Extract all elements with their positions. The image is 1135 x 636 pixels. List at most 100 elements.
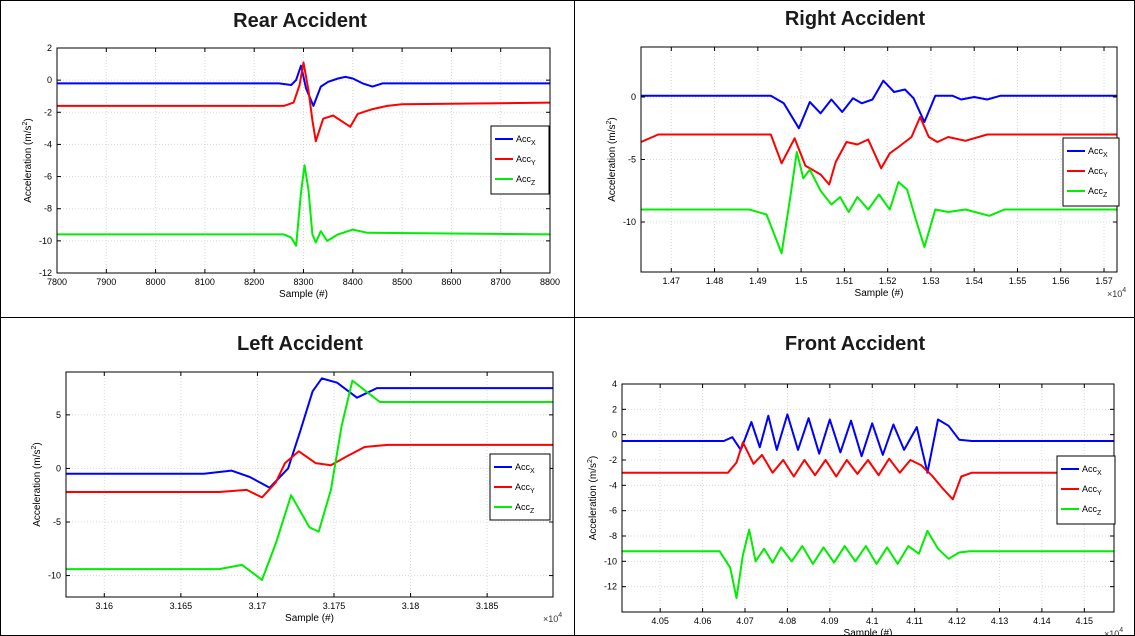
x-tick-label: 1.51 [836,276,854,286]
y-tick-label: 2 [612,404,617,414]
y-axis-label-close: ) [23,118,34,121]
right-accident-chart: 1.47 1.48 1.49 1.5 1.51 1.52 1.53 1.54 1.55 1.56 1… [606,46,1126,299]
x-tick-label: 1.52 [879,276,897,286]
legend-label-acc-z: AccZ [1082,504,1102,517]
series-line-acc-z [622,528,1114,600]
x-tick-label: 8500 [392,277,412,287]
legend-label-acc-x: AccX [1082,464,1102,477]
y-axis-label-exponent: 2 [31,446,38,450]
x-tick-label: 4.1 [866,616,879,626]
x-tick-label: 3.185 [476,601,499,611]
series-line-acc-z [66,379,553,581]
y-axis-label-close: ) [607,117,618,120]
x-tick-label: 4.09 [821,616,839,626]
x-tick-label: 1.48 [706,276,724,286]
y-axis-label-text: Acceleration (m/s [607,125,618,202]
legend-label-subscript: Y [1097,490,1102,497]
series-line-acc-x [622,413,1114,474]
series-line-acc-y [640,116,1117,186]
series-line-acc-z [641,151,1117,255]
x-multiplier-label: ×104 [1104,627,1123,636]
front-accident-chart: 4.05 4.06 4.07 4.08 4.09 4.1 4.11 4.12 4.13 4.14 4… [587,379,1123,636]
legend-label-acc-x: AccX [1088,146,1108,159]
y-tick-label: -10 [48,571,61,581]
axes-box [65,371,554,598]
legend-label-name: Acc [515,462,531,472]
legend-label-acc-z: AccZ [1088,186,1108,199]
x-axis-label: Sample (#) [285,613,334,624]
x-tick-label: 4.05 [651,616,669,626]
y-axis-label: Acceleration (m/s2) [587,456,599,541]
y-axis-label-exponent: 2 [606,121,613,125]
x-tick-label: 4.08 [779,616,797,626]
y-tick-label: 0 [56,463,61,473]
y-tick-label: 0 [612,430,617,440]
x-tick-label: 8300 [293,277,313,287]
y-axis-label-text: Acceleration (m/s [32,450,43,527]
panel-divider-horizontal [0,317,1135,318]
legend-label-subscript: Y [1103,172,1108,179]
legend-box [1056,455,1116,525]
x-tick-label: 3.165 [170,601,193,611]
x-tick-label: 1.5 [795,276,808,286]
x-tick-label: 4.12 [948,616,966,626]
y-tick-label: -4 [609,480,617,490]
x-tick-label: 3.175 [323,601,346,611]
y-tick-label: -2 [609,455,617,465]
y-tick-label: -4 [44,139,52,149]
x-tick-label: 8200 [244,277,264,287]
y-axis-label: Acceleration (m/s2) [22,118,34,203]
y-tick-label: -5 [628,155,636,165]
legend-label-subscript: X [1103,152,1108,159]
legend-label-subscript: Z [530,508,535,515]
legend-label-subscript: X [1097,470,1102,477]
y-tick-label: 2 [47,43,52,53]
y-tick-label: -6 [609,506,617,516]
right-accident-title: Right Accident [784,8,926,30]
legend-label-name: Acc [1088,166,1104,176]
legend-label-name: Acc [1082,484,1098,494]
y-axis-label-close: ) [32,442,43,445]
y-tick-label: -8 [609,531,617,541]
x-multiplier-label: ×104 [1107,287,1126,299]
y-tick-label: 0 [631,92,636,102]
x-tick-label: 8700 [491,277,511,287]
x-tick-label: 1.56 [1052,276,1070,286]
x-tick-label: 4.07 [736,616,754,626]
y-axis-label-exponent: 2 [22,122,29,126]
x-tick-label: 8400 [343,277,363,287]
y-axis-label: Acceleration (m/s2) [31,442,43,527]
y-tick-label: 4 [612,379,617,389]
legend-label-acc-x: AccX [515,462,535,475]
legend-label-name: Acc [1088,146,1104,156]
legend-label-acc-z: AccZ [516,174,536,187]
series-line-acc-x [66,377,553,489]
y-tick-label: -12 [39,268,52,278]
y-tick-label: -10 [39,236,52,246]
x-tick-label: 4.11 [906,616,923,626]
series-line-acc-z [57,164,551,247]
legend-label-name: Acc [516,134,532,144]
x-tick-label: 8800 [540,277,560,287]
x-tick-label: 3.18 [402,601,420,611]
x-tick-label: 1.47 [663,276,681,286]
y-axis-label-text: Acceleration (m/s [23,126,34,203]
x-multiplier-label: ×104 [543,612,562,624]
series-line-acc-y [57,61,551,143]
x-tick-label: 3.16 [96,601,114,611]
x-tick-label: 3.17 [249,601,267,611]
x-multiplier-exponent: 4 [1119,627,1123,634]
y-tick-label: -10 [604,556,617,566]
left-accident-chart: 3.16 3.165 3.17 3.175 3.18 3.185 -10 -5 0 5 Sample… [31,371,562,624]
y-tick-label: -5 [53,517,61,527]
y-axis-label: Acceleration (m/s2) [606,117,618,202]
x-tick-label: 8000 [146,277,166,287]
x-tick-label: 1.57 [1095,276,1113,286]
legend-label-name: Acc [515,502,531,512]
series-line-acc-y [622,441,1114,501]
legend-label-acc-y: AccY [1082,484,1102,497]
x-axis-label: Sample (#) [279,289,328,300]
left-accident-title: Left Accident [237,333,363,355]
legend-label-acc-y: AccY [1088,166,1108,179]
legend-label-name: Acc [1082,464,1098,474]
